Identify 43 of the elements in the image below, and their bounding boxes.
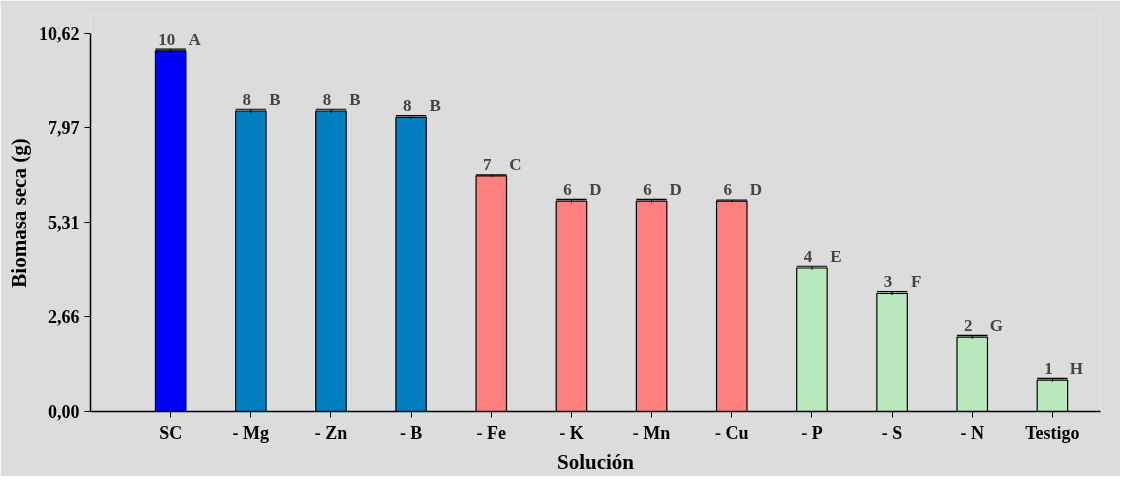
x-tick-label: - Fe [476,422,507,443]
annotation: B [269,90,281,110]
x-tick-label: - Cu [715,422,749,443]
annotation: D [589,180,602,200]
x-tick-label: - Zn [314,422,348,443]
y-tick-label: 5,31 [48,212,80,233]
annotation: F [910,272,922,292]
y-tick-label: 2,66 [48,307,80,328]
x-tick-label: SC [159,422,183,443]
x-tick-label: Testigo [1025,422,1080,443]
x-tick-label: - P [801,422,823,443]
data-label: 4 [803,247,813,267]
y-axis-title: Biomasa seca (g) [7,138,31,288]
x-tick-label: - S [881,422,903,443]
annotation: B [349,90,361,110]
x-tick-label: - K [559,422,584,443]
data-label: 7 [483,154,493,174]
annotation: H [1069,359,1084,379]
data-label: 8 [322,90,332,110]
x-tick-label: - Mn [632,422,671,443]
data-label: 3 [883,272,893,292]
data-label: 8 [402,96,412,116]
y-tick-label: 10,62 [39,23,80,44]
data-label: 2 [963,316,973,336]
x-axis-title: Solución [556,449,635,474]
data-label: 8 [242,90,252,110]
data-label: 1 [1044,359,1053,379]
annotation: D [669,180,682,200]
annotation: E [830,247,842,267]
annotation: D [749,180,762,200]
annotation: A [188,29,202,49]
data-label: 10 [158,29,176,49]
x-tick-label: - Mg [232,422,270,443]
x-tick-label: - B [399,422,423,443]
data-label: 6 [563,180,572,200]
x-tick-label: - N [960,422,984,443]
data-label: 6 [723,180,733,200]
y-tick-label: 7,97 [48,118,80,139]
data-label: 6 [643,180,652,200]
annotation: B [429,96,441,116]
annotation: C [509,154,522,174]
annotation: G [989,316,1003,336]
y-tick-label: 0,00 [48,402,80,422]
